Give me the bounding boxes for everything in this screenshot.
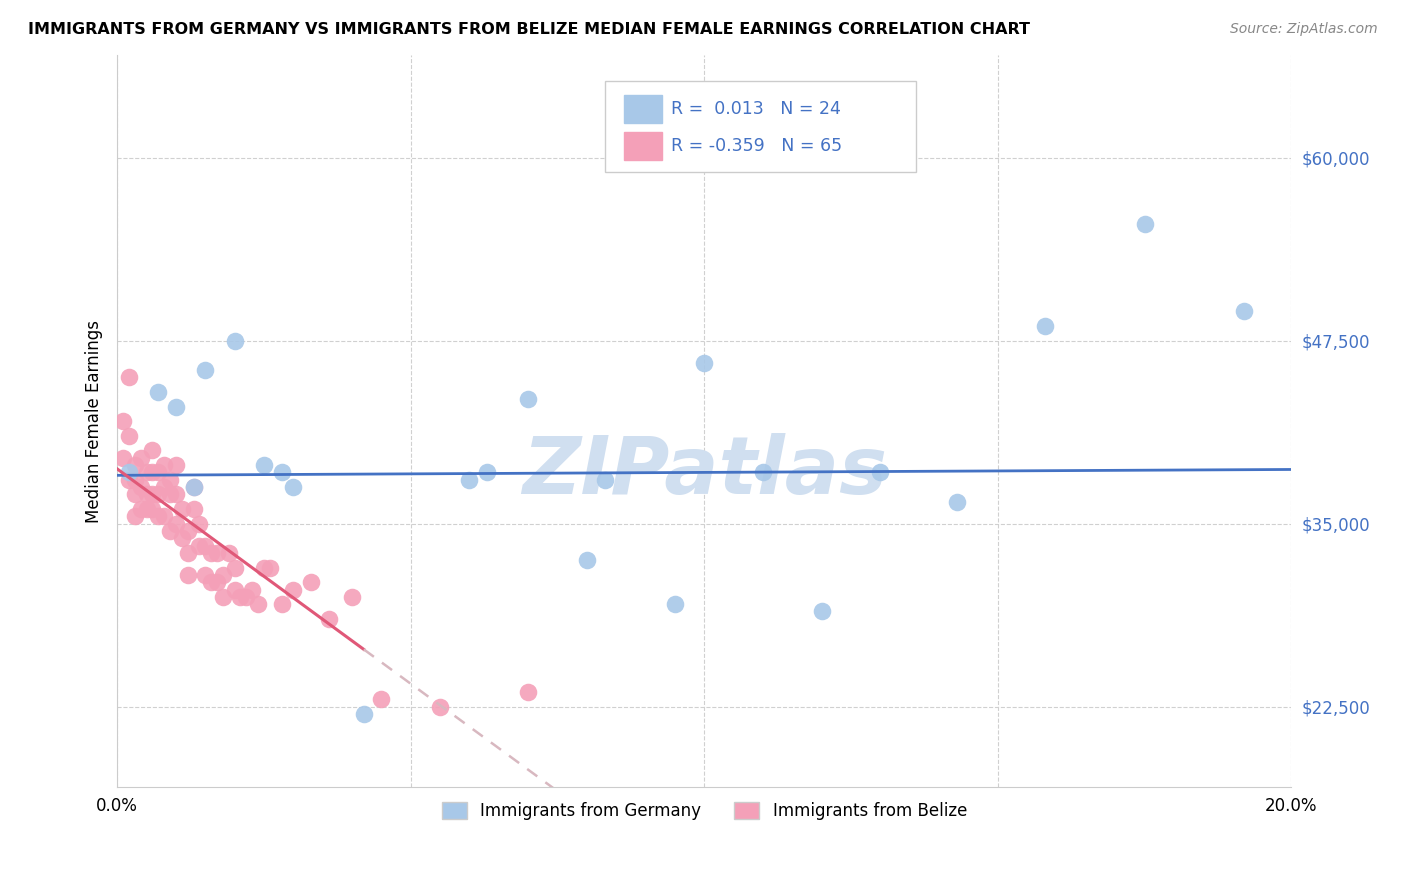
Point [129,480,152,494]
Point [124,458,146,472]
Point [270,597,292,611]
Point [112,414,135,428]
Point [118,473,141,487]
Point [235,590,257,604]
Point [283,480,305,494]
Point [118,429,141,443]
Point [188,516,211,531]
FancyBboxPatch shape [605,81,915,172]
Point [1233,304,1256,318]
Point [159,473,181,487]
Point [124,487,146,501]
Point [118,370,141,384]
Point [693,355,716,369]
Point [200,575,222,590]
Point [148,466,170,480]
Point [240,582,263,597]
Text: R =  0.013   N = 24: R = 0.013 N = 24 [672,100,841,119]
Point [205,575,228,590]
Point [253,560,276,574]
Point [353,706,375,721]
Point [205,546,228,560]
Point [340,590,363,604]
Point [1133,217,1156,231]
Point [176,524,198,538]
Text: IMMIGRANTS FROM GERMANY VS IMMIGRANTS FROM BELIZE MEDIAN FEMALE EARNINGS CORRELA: IMMIGRANTS FROM GERMANY VS IMMIGRANTS FR… [28,22,1031,37]
Text: ZIPatlas: ZIPatlas [522,434,887,511]
Point [224,560,246,574]
Point [159,524,181,538]
Point [194,567,217,582]
Point [135,487,157,501]
Point [1033,318,1056,333]
Point [259,560,281,574]
Legend: Immigrants from Germany, Immigrants from Belize: Immigrants from Germany, Immigrants from… [434,795,974,826]
Point [212,590,235,604]
Point [752,466,775,480]
Point [165,400,187,414]
Point [170,502,193,516]
Bar [624,132,662,160]
Point [270,466,292,480]
Point [593,473,616,487]
Point [153,480,176,494]
Point [810,605,832,619]
Point [370,692,392,706]
Point [183,480,205,494]
Point [153,509,176,524]
Text: Source: ZipAtlas.com: Source: ZipAtlas.com [1230,22,1378,37]
Point [124,473,146,487]
Point [517,685,540,699]
Point [118,466,141,480]
Point [148,487,170,501]
Point [517,392,540,407]
Point [112,450,135,465]
Point [188,539,211,553]
Point [176,567,198,582]
Point [945,494,967,508]
Point [429,699,451,714]
Point [194,363,217,377]
Point [318,612,340,626]
Point [141,466,163,480]
Point [200,546,222,560]
Point [124,509,146,524]
Point [183,502,205,516]
Point [165,516,187,531]
Point [224,582,246,597]
Point [299,575,322,590]
Point [135,466,157,480]
Point [475,466,498,480]
Point [247,597,270,611]
Point [869,466,891,480]
Point [141,502,163,516]
Point [283,582,305,597]
Point [148,509,170,524]
Point [153,458,176,472]
Point [165,487,187,501]
Point [664,597,686,611]
Point [218,546,240,560]
Point [170,531,193,545]
Point [129,502,152,516]
Point [135,502,157,516]
Bar [624,95,662,123]
Point [253,458,276,472]
Point [141,443,163,458]
Point [176,546,198,560]
Point [129,450,152,465]
Point [458,473,481,487]
Text: R = -0.359   N = 65: R = -0.359 N = 65 [672,136,842,155]
Point [194,539,217,553]
Y-axis label: Median Female Earnings: Median Female Earnings [86,319,103,523]
Point [229,590,252,604]
Point [165,458,187,472]
Point [183,480,205,494]
Point [224,334,246,348]
Point [212,567,235,582]
Point [148,384,170,399]
Point [141,487,163,501]
Point [159,487,181,501]
Point [575,553,598,567]
